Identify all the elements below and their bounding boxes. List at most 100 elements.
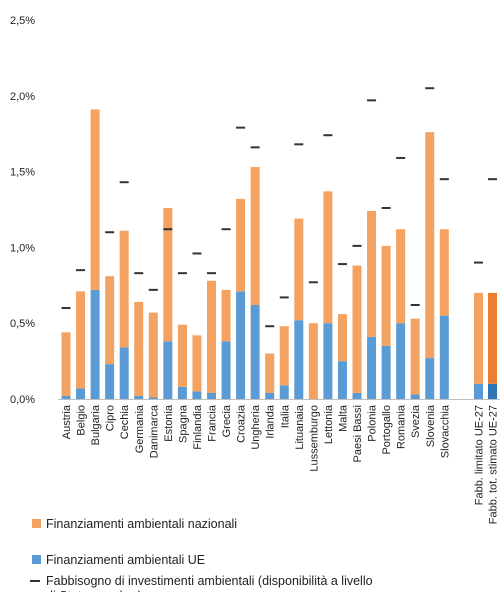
- category-label: Croazia: [236, 404, 248, 443]
- category-label: Romania: [396, 404, 408, 449]
- bar-national: [294, 218, 304, 321]
- category-label: Belgio: [76, 405, 88, 436]
- category-label: Estonia: [163, 404, 175, 442]
- bar-eu: [250, 305, 260, 399]
- bar-national: [323, 191, 333, 324]
- bar-eu: [61, 395, 71, 399]
- bar-national: [352, 265, 362, 393]
- bar-national: [61, 332, 71, 396]
- bar-national: [337, 314, 347, 362]
- bar-national: [177, 324, 187, 387]
- bar-eu: [294, 320, 304, 399]
- y-tick-label: 1,0%: [10, 242, 35, 254]
- category-label: Polonia: [367, 404, 379, 442]
- bar-national: [250, 167, 260, 306]
- category-label: Fabb. tot. stimato UE-27: [488, 405, 500, 524]
- bar-national: [439, 229, 449, 316]
- y-tick-label: 0,5%: [10, 318, 35, 330]
- category-label: Ungheria: [250, 404, 262, 450]
- bar-national: [134, 301, 144, 396]
- need-markers: [61, 87, 497, 328]
- bar-national: [192, 335, 202, 392]
- bar-national: [410, 318, 420, 395]
- category-label: Cipro: [105, 405, 117, 431]
- bar-national: [488, 292, 497, 384]
- bar-national: [76, 291, 86, 389]
- bar-eu: [236, 291, 246, 399]
- legend-label-national: Finanziamenti ambientali nazionali: [46, 517, 237, 531]
- category-label: Fabb. limitato UE-27: [474, 405, 486, 505]
- category-label: Portogallo: [381, 405, 393, 455]
- category-label: Malta: [337, 404, 349, 432]
- y-tick-label: 0,0%: [10, 394, 35, 406]
- category-label: Italia: [279, 404, 291, 428]
- bar-national: [367, 211, 377, 337]
- category-label: Danimarca: [148, 404, 160, 458]
- category-label: Lussemburgo: [308, 405, 320, 472]
- bar-eu: [425, 358, 435, 399]
- category-label: Slovenia: [425, 404, 437, 447]
- bar-eu: [439, 315, 449, 399]
- bar-eu: [410, 394, 420, 399]
- bar-eu: [396, 323, 406, 399]
- bar-national: [308, 323, 318, 399]
- category-label: Lettonia: [323, 404, 335, 444]
- bar-eu: [279, 385, 289, 399]
- bar-national: [119, 230, 129, 348]
- bar-national: [425, 132, 435, 359]
- category-label: Finlandia: [192, 404, 204, 450]
- bar-national: [90, 109, 100, 290]
- y-tick-label: 2,0%: [10, 91, 35, 103]
- category-label: Irlanda: [265, 404, 277, 439]
- bar-national: [221, 289, 231, 342]
- bar-eu: [90, 289, 100, 399]
- bars: [61, 109, 497, 399]
- bar-eu: [381, 345, 391, 399]
- bar-national: [381, 245, 391, 346]
- bar-eu: [207, 392, 216, 399]
- bar-national: [396, 229, 406, 324]
- category-label: Francia: [207, 404, 219, 442]
- bar-eu: [488, 383, 497, 399]
- bar-eu: [323, 323, 333, 399]
- bar-eu: [134, 395, 144, 399]
- bar-eu: [265, 392, 275, 399]
- bar-eu: [105, 364, 115, 399]
- bar-national: [265, 353, 275, 393]
- bar-eu: [119, 347, 129, 399]
- bar-national: [279, 326, 289, 386]
- bar-national: [148, 312, 158, 398]
- bar-eu: [367, 336, 377, 399]
- bar-eu: [163, 341, 173, 399]
- legend: Finanziamenti ambientali nazionali Finan…: [30, 517, 376, 592]
- legend-label-need: Fabbisogno di investimenti ambientali (d…: [46, 574, 376, 592]
- legend-label-eu: Finanziamenti ambientali UE: [46, 553, 205, 567]
- bar-eu: [221, 341, 231, 399]
- category-label: Paesi Bassi: [352, 405, 364, 462]
- category-label: Slovacchia: [439, 404, 451, 458]
- legend-swatch-eu: [32, 555, 41, 564]
- y-tick-label: 2,5%: [10, 15, 35, 27]
- bar-eu: [352, 392, 362, 399]
- x-axis-labels: Austria Belgio Bulgaria Cipro Cechia Germania…: [61, 404, 500, 524]
- category-label: Germania: [134, 404, 146, 453]
- bar-eu: [177, 386, 187, 399]
- bar-eu: [474, 383, 483, 399]
- bar-national: [236, 198, 246, 292]
- y-tick-label: 1,5%: [10, 167, 35, 179]
- category-label: Svezia: [410, 404, 422, 438]
- category-label: Spagna: [177, 404, 189, 443]
- bar-national: [163, 207, 173, 342]
- bar-eu: [148, 397, 158, 399]
- category-label: Cechia: [119, 404, 131, 439]
- category-label: Lituanaia: [294, 404, 306, 450]
- bar-eu: [337, 361, 347, 399]
- bar-national: [474, 292, 483, 384]
- bar-national: [207, 280, 216, 393]
- category-label: Bulgaria: [90, 404, 102, 445]
- bar-eu: [76, 388, 86, 399]
- legend-swatch-national: [32, 519, 41, 528]
- category-label: Grecia: [221, 404, 233, 437]
- category-label: Austria: [61, 404, 73, 439]
